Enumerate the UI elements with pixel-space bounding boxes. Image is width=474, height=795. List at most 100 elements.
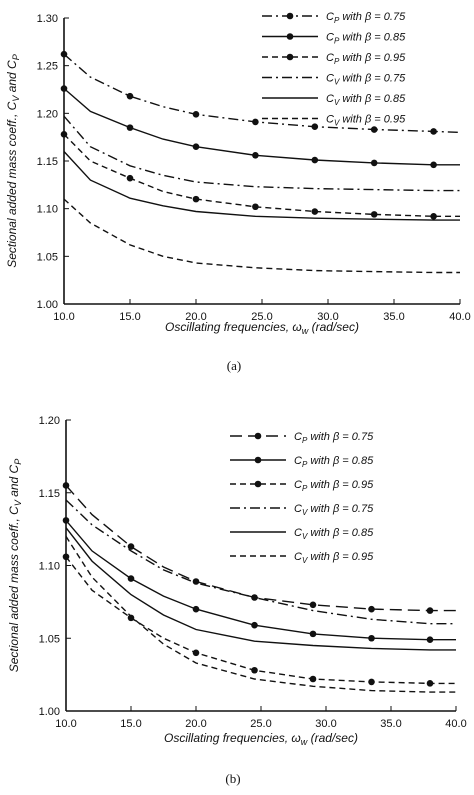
- series-1-marker: [368, 634, 375, 642]
- series-2-marker: [192, 195, 200, 203]
- series-0-marker: [62, 482, 70, 489]
- y-axis-label: Sectional added mass coeff., CV​ and CP​: [7, 459, 23, 673]
- legend-label-2: CP​ with β = 0.95: [326, 52, 406, 66]
- series-1-marker: [430, 161, 437, 169]
- figure-caption: (b): [225, 771, 240, 786]
- y-axis-label: Sectional added mass coeff., CV​ and CP​: [5, 54, 21, 268]
- series-2-marker: [192, 649, 200, 657]
- y-tick-label: 1.20: [39, 415, 60, 427]
- series-line-3: [65, 499, 456, 625]
- series-2-marker: [62, 553, 70, 561]
- series-0-marker: [252, 118, 259, 126]
- legend-label-4: CV​ with β = 0.85: [326, 93, 406, 107]
- x-tick-label: 35.0: [383, 311, 404, 323]
- legend-label-1: CP​ with β = 0.85: [294, 455, 374, 469]
- series-0-marker: [311, 123, 319, 130]
- x-tick-label: 15.0: [119, 311, 140, 323]
- series-line-5: [65, 536, 456, 693]
- series-2-marker: [127, 614, 135, 622]
- series-0-marker: [426, 607, 434, 614]
- series-line-4: [63, 151, 460, 221]
- series-1-marker: [62, 517, 70, 524]
- y-tick-label: 1.05: [37, 251, 58, 263]
- series-1-marker: [426, 636, 434, 644]
- chart-panel-b: 1.00 1.05 1.10 1.15 1.20 10.0 15.0 20.0 25.0 30.0…: [7, 415, 467, 786]
- x-tick-label: 20.0: [185, 718, 206, 730]
- x-tick-label: 40.0: [445, 718, 466, 730]
- series-2-marker: [251, 666, 258, 674]
- legend-label-1: CP​ with β = 0.85: [326, 32, 406, 46]
- x-tick-label: 30.0: [315, 718, 336, 730]
- legend-marker-2: [286, 53, 294, 61]
- legend-marker-1: [286, 33, 294, 40]
- y-tick-label: 1.10: [39, 561, 60, 573]
- series-1-marker: [192, 143, 200, 150]
- series-0-marker: [60, 50, 68, 58]
- series-1-marker: [309, 630, 317, 638]
- x-tick-label: 10.0: [55, 718, 76, 730]
- series-1-marker: [126, 124, 134, 131]
- y-tick-label: 1.20: [37, 108, 58, 120]
- x-axis-label: Oscillating frequencies, ωw​ (rad/sec): [164, 731, 358, 747]
- legend-label-0: CP​ with β = 0.75: [326, 11, 406, 25]
- series-0-marker: [127, 543, 135, 550]
- legend-label-5: CV​ with β = 0.95: [326, 114, 406, 128]
- y-tick-label: 1.10: [37, 204, 58, 216]
- series-2-marker: [426, 680, 434, 687]
- x-tick-label: 35.0: [380, 718, 401, 730]
- series-2-marker: [126, 174, 134, 182]
- series-line-4: [65, 527, 456, 651]
- series-line-2: [63, 133, 460, 218]
- series-2-marker: [370, 211, 378, 218]
- legend-marker-0: [286, 12, 294, 20]
- x-tick-label: 20.0: [185, 311, 206, 323]
- y-tick-label: 1.15: [37, 156, 58, 168]
- series-1-marker: [251, 621, 258, 629]
- series-2-marker: [430, 212, 437, 220]
- series-2-marker: [60, 131, 68, 138]
- series-1-marker: [370, 159, 378, 167]
- series-0-marker: [126, 92, 134, 100]
- legend-marker-2: [254, 480, 262, 488]
- series-0-marker: [309, 601, 317, 609]
- series-line-5: [63, 198, 460, 274]
- y-tick-label: 1.00: [37, 299, 58, 311]
- legend-marker-1: [254, 456, 262, 464]
- x-tick-label: 25.0: [251, 311, 272, 323]
- series-2-marker: [309, 675, 317, 683]
- x-tick-label: 25.0: [250, 718, 271, 730]
- series-1-marker: [60, 85, 68, 92]
- series-line-3: [63, 115, 460, 192]
- series-1-marker: [311, 156, 319, 164]
- legend-label-0: CP​ with β = 0.75: [294, 431, 374, 445]
- legend-marker-0: [254, 432, 262, 440]
- legend-label-2: CP​ with β = 0.95: [294, 479, 374, 493]
- legend-label-3: CV​ with β = 0.75: [294, 503, 374, 517]
- x-tick-label: 30.0: [317, 311, 338, 323]
- series-2-marker: [368, 678, 375, 686]
- series-0-marker: [430, 128, 437, 135]
- series-1-marker: [192, 605, 200, 613]
- figure-caption: (a): [227, 358, 241, 373]
- y-tick-label: 1.15: [39, 488, 60, 500]
- series-0-marker: [192, 110, 200, 118]
- y-tick-label: 1.25: [37, 61, 58, 73]
- series-line-1: [65, 519, 456, 641]
- series-line-0: [65, 485, 456, 612]
- x-tick-label: 15.0: [120, 718, 141, 730]
- legend-label-4: CV​ with β = 0.85: [294, 527, 374, 541]
- legend-label-3: CV​ with β = 0.75: [326, 73, 406, 87]
- series-2-marker: [311, 208, 319, 215]
- series-0-marker: [192, 578, 200, 585]
- series-0-marker: [370, 126, 378, 133]
- series-0-marker: [368, 605, 375, 613]
- y-tick-label: 1.00: [39, 706, 60, 718]
- x-tick-label: 40.0: [449, 311, 470, 323]
- series-line-2: [65, 556, 456, 685]
- series-2-marker: [252, 203, 259, 211]
- x-tick-label: 10.0: [53, 311, 74, 323]
- legend-label-5: CV​ with β = 0.95: [294, 551, 374, 565]
- series-line-1: [63, 87, 460, 166]
- y-tick-label: 1.30: [37, 13, 58, 25]
